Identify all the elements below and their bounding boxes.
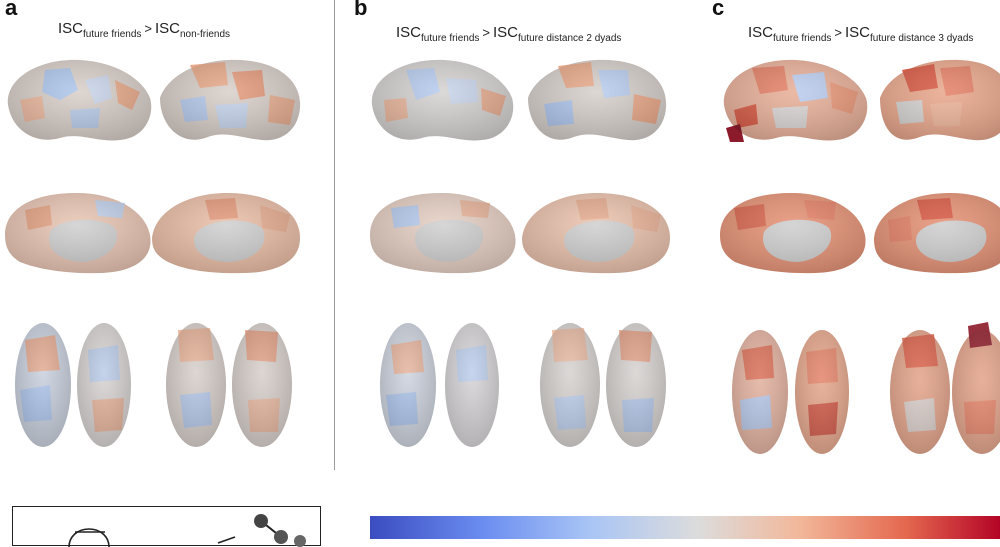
title-operator: > [482,25,490,40]
panel-title: ISCfuture friends > ISCfuture distance 3 d… [748,24,973,44]
brain-surface-maps [370,59,670,447]
brain-lateral-left [7,59,152,141]
title-rhs-sub: non-friends [180,29,231,40]
title-rhs: ISC [844,24,870,41]
panel-b: b ISCfuture friends > ISCfuture distance 2… [336,0,708,470]
brain-dorsal-pair [540,323,666,447]
brain-lateral-right [528,59,667,141]
title-lhs-sub: future friends [421,33,480,44]
brain-dorsal-pair [166,323,292,447]
network-legend-box [12,506,321,547]
brain-surface-maps [720,59,1000,454]
brain-ventral-left-pair [380,323,499,447]
brain-medial-right [874,192,1000,274]
brain-ventral-left-pair [15,323,131,447]
title-rhs-sub: future distance 3 dyads [870,33,974,44]
panel-c: c ISCfuture friends > ISCfuture distance 3… [712,0,1000,470]
brain-dorsal-pair [890,322,1000,454]
title-lhs: ISC [748,24,774,41]
brain-medial-left [720,192,866,274]
network-diagram [68,514,306,547]
title-lhs: ISC [58,20,84,37]
brain-medial-left [370,192,516,274]
title-rhs-sub: future distance 2 dyads [518,33,622,44]
network-node [294,535,306,547]
brain-surface-maps [5,59,301,447]
brain-lateral-left [371,59,514,141]
colorbar [370,516,1000,539]
network-node [254,514,268,528]
brain-lateral-right [160,59,301,141]
network-node [274,530,288,544]
brain-medial-left [5,192,151,274]
panel-title: ISCfuture friends > ISCnon-friends [58,20,230,40]
title-lhs: ISC [396,24,422,41]
brain-medial-right [152,192,300,274]
brain-lateral-right [880,59,1000,141]
title-lhs-sub: future friends [83,29,142,40]
title-operator: > [144,21,152,36]
title-lhs-sub: future friends [773,33,832,44]
brain-medial-right [522,192,670,274]
panel-letter: c [712,0,725,20]
brain-ventral-left-pair [732,330,849,454]
panel-divider [334,0,335,470]
panel-title: ISCfuture friends > ISCfuture distance 2 d… [396,24,621,44]
title-rhs: ISC [154,20,180,37]
panel-letter: b [354,0,368,20]
network-edge [217,536,236,544]
title-operator: > [834,25,842,40]
panel-letter: a [5,0,18,20]
brain-lateral-left [723,59,868,142]
title-rhs: ISC [492,24,518,41]
panel-a: a ISCfuture friends > ISCnon-friends [0,0,333,470]
